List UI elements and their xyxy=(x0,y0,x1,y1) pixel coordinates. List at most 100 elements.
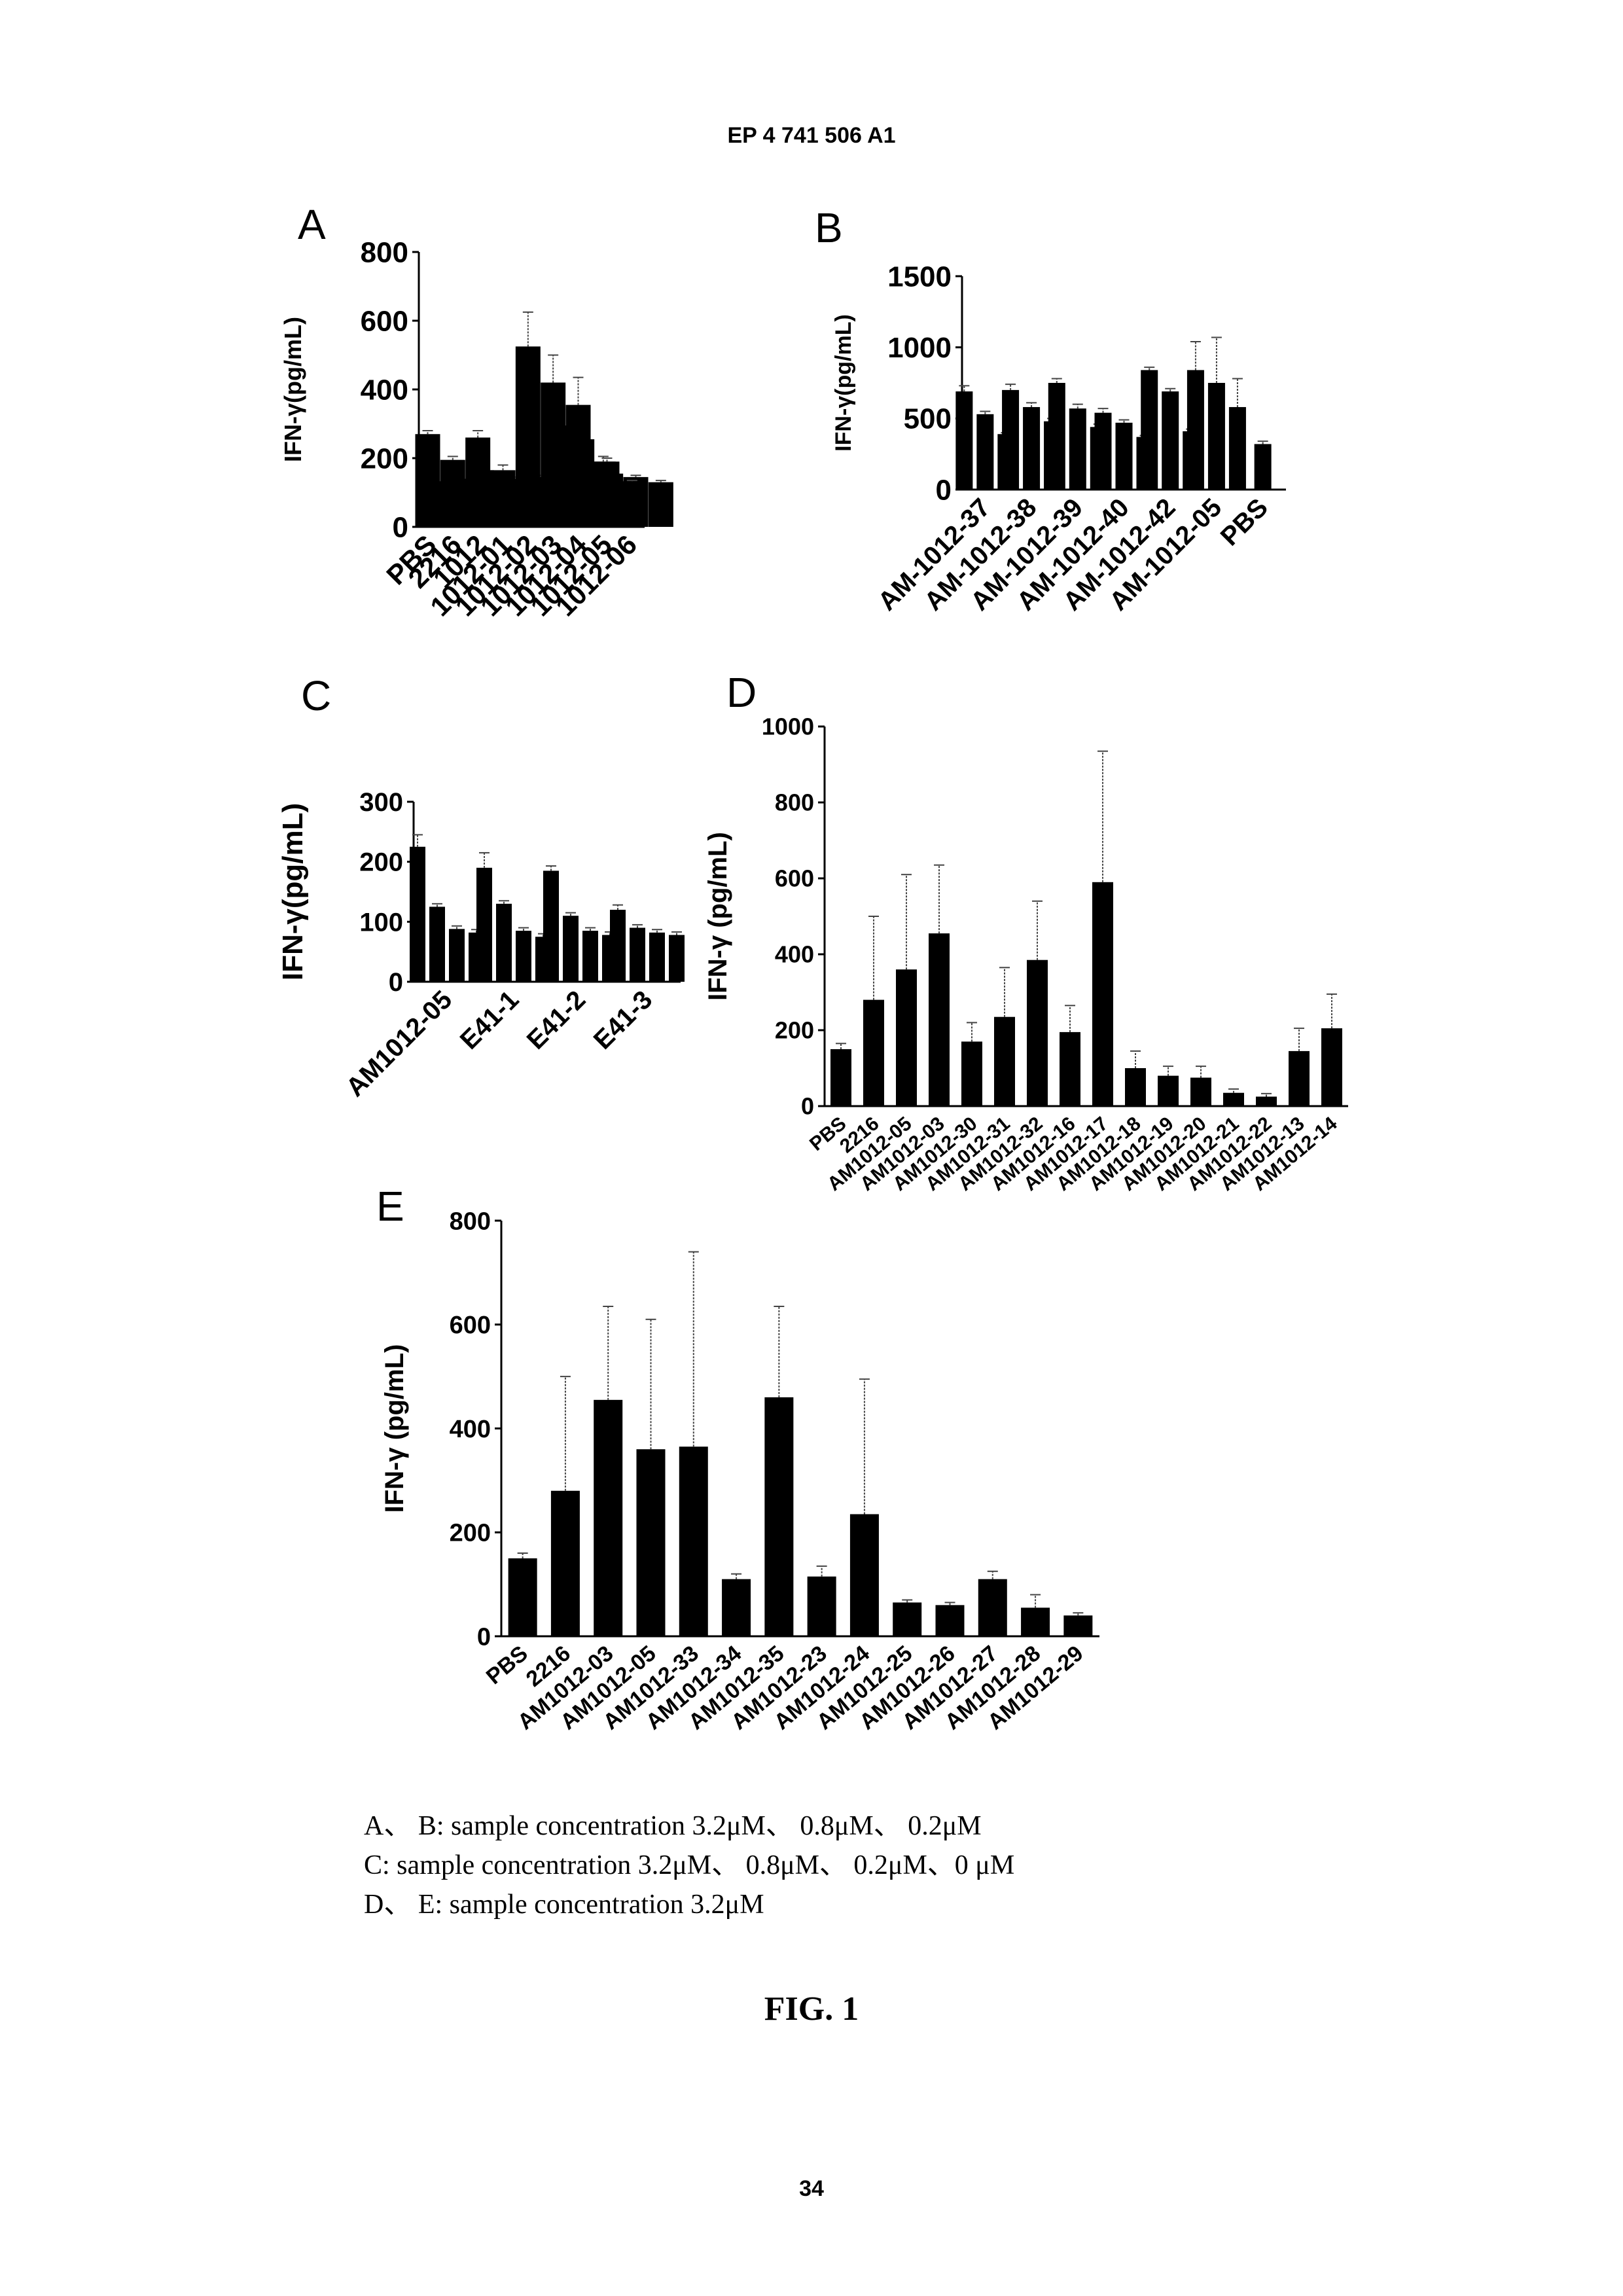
panel-d-bar xyxy=(1027,960,1048,1106)
panel-d-bar xyxy=(994,1016,1015,1106)
panel-d-y-tick-label: 200 xyxy=(775,1017,814,1044)
panel-c-category-label: AM1012-05 xyxy=(340,985,457,1102)
panel-c-y-tick-label: 200 xyxy=(359,848,403,877)
panel-e-y-tick-label: 600 xyxy=(450,1312,491,1339)
panel-b-y-tick-label: 1000 xyxy=(887,332,952,364)
panel-e-bar xyxy=(935,1605,965,1636)
panel-e-bar xyxy=(636,1449,666,1636)
panel-d-bar xyxy=(896,969,917,1106)
panel-e-y-tick-label: 800 xyxy=(450,1208,491,1235)
panel-c-y-tick-label: 0 xyxy=(389,968,403,997)
panel-e-bar xyxy=(508,1558,537,1636)
panel-b-bar xyxy=(1002,389,1020,490)
panel-d-bar xyxy=(863,999,884,1106)
panel-b-bar xyxy=(1207,383,1225,490)
panel-e-bar xyxy=(594,1399,623,1636)
panel-b-bar xyxy=(955,391,973,490)
panel-c-bar xyxy=(610,910,626,982)
panel-c-y-tick-label: 100 xyxy=(359,908,403,937)
panel-b-bar xyxy=(1023,406,1041,490)
panel-a-bar xyxy=(648,482,673,527)
panel-e-bar xyxy=(764,1397,794,1636)
panel-a-bar xyxy=(619,482,645,527)
panel-a-bar xyxy=(565,404,591,527)
panel-a-bar xyxy=(541,382,566,527)
panel-c-label: C xyxy=(301,672,331,719)
panel-a-bar xyxy=(490,470,516,527)
panel-d-bar xyxy=(1289,1050,1310,1106)
panel-e-bar xyxy=(807,1576,836,1636)
panel-a-bar xyxy=(415,434,440,527)
panel-e-bar xyxy=(679,1446,708,1636)
panel-c-category-label: E41-1 xyxy=(455,985,525,1055)
panel-b-y-tick-label: 1500 xyxy=(887,260,952,293)
panel-a-bar xyxy=(515,346,541,527)
panel-e-y-tick-label: 400 xyxy=(450,1416,491,1443)
panel-e-bar xyxy=(849,1514,879,1636)
panel-c-category-label: E41-2 xyxy=(522,985,592,1055)
panel-c-bar xyxy=(476,867,492,982)
panel-e-y-axis-label: IFN-γ (pg/mL) xyxy=(380,1344,409,1513)
panel-d-y-tick-label: 1000 xyxy=(762,713,814,740)
panel-a-y-tick-label: 400 xyxy=(361,374,408,406)
panel-a-y-tick-label: 200 xyxy=(361,442,408,475)
panel-d-bar xyxy=(1158,1075,1179,1106)
panel-c-category-label: E41-3 xyxy=(588,985,658,1055)
panel-e-label: E xyxy=(376,1183,404,1230)
panel-e-bar xyxy=(1063,1615,1093,1636)
panel-c-bar xyxy=(410,846,425,982)
page-number: 34 xyxy=(799,2176,824,2201)
panel-d-bar xyxy=(830,1049,851,1106)
panel-e-bar xyxy=(978,1579,1007,1636)
panel-a-y-axis-label: IFN-γ(pg/mL) xyxy=(279,317,306,462)
panel-d-y-tick-label: 400 xyxy=(775,941,814,968)
caption-line-ab: A、 B: sample concentration 3.2μM、 0.8μM、… xyxy=(364,1811,982,1841)
panel-b-bar xyxy=(1115,422,1133,490)
panel-b-bar xyxy=(1141,370,1158,490)
panel-b-y-tick-label: 0 xyxy=(936,474,952,506)
panel-b-bar xyxy=(1094,412,1112,490)
panel-b-bar xyxy=(1228,406,1246,490)
caption-line-c: C: sample concentration 3.2μM、 0.8μM、 0.… xyxy=(364,1850,1015,1880)
panel-d-y-axis-label: IFN-γ (pg/mL) xyxy=(704,832,732,1001)
panel-d-bar xyxy=(929,933,950,1106)
panel-d-bar xyxy=(1223,1092,1244,1106)
panel-d-y-tick-label: 0 xyxy=(801,1093,814,1120)
panel-e-bar xyxy=(722,1579,751,1636)
panel-c-bar xyxy=(649,932,665,982)
panel-e-bar xyxy=(550,1490,580,1636)
panel-d-bar xyxy=(1321,1028,1342,1106)
panel-c-bar xyxy=(449,929,465,982)
panel-d-bar xyxy=(1092,882,1113,1106)
panel-d-bar xyxy=(1256,1096,1277,1106)
panel-a-label: A xyxy=(298,201,326,248)
panel-b-bar xyxy=(1186,370,1204,490)
panel-d-bar xyxy=(1060,1031,1080,1106)
caption-line-de: D、 E: sample concentration 3.2μM xyxy=(364,1890,764,1920)
panel-a-bar xyxy=(590,461,616,527)
panel-b-bar xyxy=(976,414,994,490)
panel-e-y-tick-label: 200 xyxy=(450,1520,491,1547)
panel-d-bar xyxy=(1190,1077,1211,1106)
panel-c-bar xyxy=(429,906,445,982)
panel-b-category-label: PBS xyxy=(1215,493,1274,551)
panel-c-bar xyxy=(516,931,531,982)
panel-c-bar xyxy=(630,927,645,982)
panel-d-y-tick-label: 600 xyxy=(775,865,814,892)
panel-d-bar xyxy=(1125,1068,1146,1106)
panel-c-bar xyxy=(563,916,579,982)
panel-b-bar xyxy=(1069,408,1086,490)
panel-b-y-axis-label: IFN-γ(pg/mL) xyxy=(831,314,856,452)
panel-a-y-tick-label: 800 xyxy=(361,236,408,268)
panel-a-y-tick-label: 0 xyxy=(393,511,408,543)
panel-a-bar xyxy=(440,459,465,527)
panel-e-y-tick-label: 0 xyxy=(477,1623,491,1651)
patent-number: EP 4 741 506 A1 xyxy=(727,123,896,148)
figure-label: FIG. 1 xyxy=(764,1990,859,2028)
panel-a-y-tick-label: 600 xyxy=(361,305,408,337)
panel-c-y-tick-label: 300 xyxy=(359,788,403,817)
panel-e-bar xyxy=(893,1602,922,1636)
panel-d-y-tick-label: 800 xyxy=(775,789,814,816)
panel-e-bar xyxy=(1021,1607,1050,1636)
panel-d-bar xyxy=(961,1041,982,1106)
